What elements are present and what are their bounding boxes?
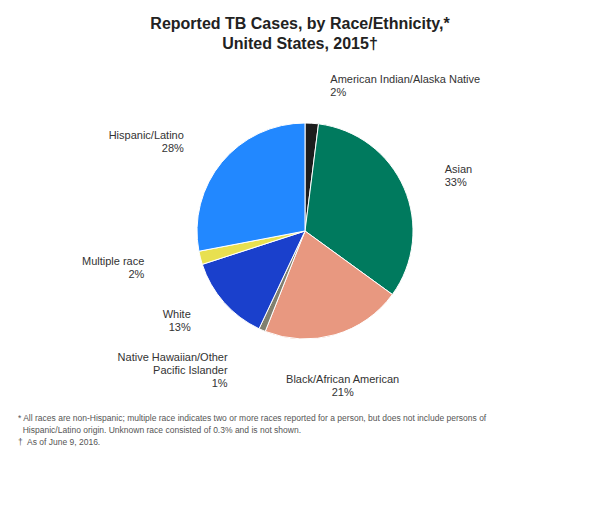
- svg-text:White13%: White13%: [163, 308, 191, 333]
- svg-text:American Indian/Alaska Native2: American Indian/Alaska Native2%: [330, 73, 480, 98]
- html-text:United States, 2015†: United States, 2015†: [222, 35, 378, 52]
- html-text:Hispanic/Latino origin. Unknow: Hispanic/Latino origin. Unknown race con…: [18, 425, 301, 435]
- html-text:† As of June 9, 2016.: † As of June 9, 2016.: [18, 437, 101, 447]
- html-text:Reported TB Cases, by Race/Eth: Reported TB Cases, by Race/Ethnicity,*: [150, 15, 450, 32]
- svg-text:Multiple race2%: Multiple race2%: [82, 255, 145, 280]
- svg-text:Native Hawaiian/OtherPacific I: Native Hawaiian/OtherPacific Islander1%: [118, 351, 228, 389]
- svg-text:Asian33%: Asian33%: [445, 163, 473, 188]
- html-text:* All races are non-Hispanic;: * All races are non-Hispanic; multiple r…: [18, 413, 487, 423]
- svg-text:Black/African American21%: Black/African American21%: [286, 373, 399, 398]
- svg-text:Hispanic/Latino28%: Hispanic/Latino28%: [109, 129, 184, 154]
